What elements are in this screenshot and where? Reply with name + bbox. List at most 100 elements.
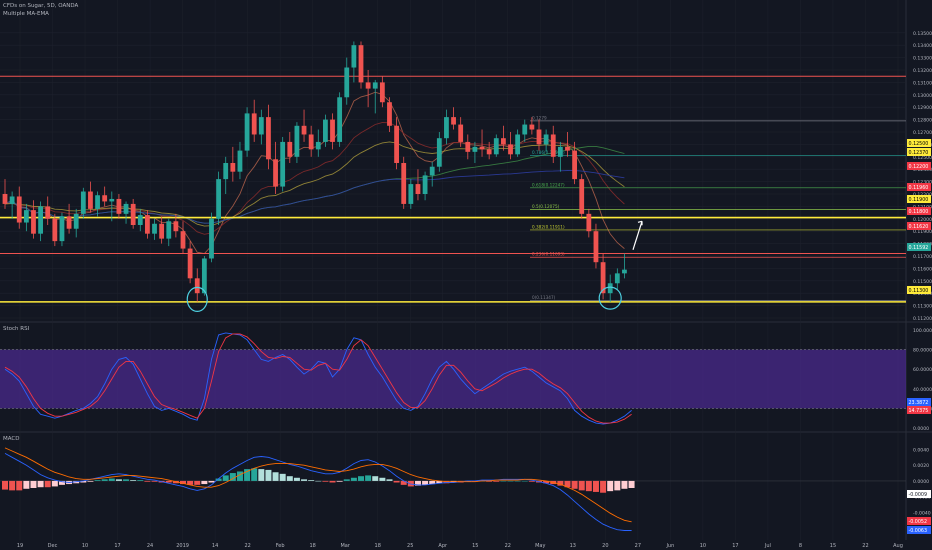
macd-histogram-bar: [101, 479, 108, 481]
price-tick-label: 0.11700: [913, 254, 932, 260]
macd-histogram-bar: [9, 480, 16, 491]
price-tick-label: 0.12800: [913, 118, 932, 124]
macd-histogram-bar: [543, 480, 550, 484]
candle-body: [379, 82, 385, 103]
macd-histogram-bar: [386, 479, 393, 481]
candle-body: [387, 102, 392, 126]
macd-histogram-bar: [585, 480, 592, 492]
candle-body: [66, 216, 72, 229]
macd-histogram-bar: [44, 480, 51, 488]
macd-histogram-bar: [108, 478, 115, 481]
candle-body: [444, 117, 449, 139]
price-label-box: [907, 148, 931, 156]
stoch-tick-label: 60.0000: [913, 367, 932, 373]
price-label-text: 0.12500: [909, 141, 929, 147]
macd-histogram-bar: [614, 480, 621, 491]
price-label-text: 0.11960: [909, 185, 929, 191]
candle-body: [80, 191, 86, 214]
candle-body: [308, 134, 314, 150]
price-label-text: 0.12200: [909, 164, 929, 170]
x-tick-label: 10: [700, 543, 706, 549]
price-tick-label: 0.11600: [913, 266, 932, 272]
fib-level-label: 0.382(0.11911): [532, 224, 565, 229]
x-tick-label: Jul: [764, 543, 771, 549]
candle-body: [536, 129, 542, 145]
candle-body: [436, 138, 442, 167]
macd-histogram-bar: [422, 480, 429, 485]
macd-histogram-bar: [144, 480, 151, 482]
x-tick-label: Dec: [48, 543, 58, 549]
macd-histogram-bar: [80, 480, 87, 483]
macd-histogram-bar: [600, 480, 607, 493]
x-tick-label: 17: [114, 543, 120, 549]
arrow-annotation: [632, 221, 643, 250]
candle-body: [451, 117, 456, 125]
macd-histogram-bar: [94, 480, 101, 481]
macd-histogram-bar: [329, 480, 336, 483]
price-label-text: 0.11800: [909, 209, 929, 215]
stoch-value-text: 14.7375: [909, 408, 929, 414]
macd-histogram-bar: [350, 477, 357, 481]
macd-histogram-bar: [308, 480, 315, 481]
candle-body: [116, 198, 122, 214]
macd-histogram-bar: [628, 480, 635, 488]
candle-body: [52, 218, 58, 242]
stoch-tick-label: 40.0000: [913, 387, 932, 393]
price-label-box: [907, 183, 931, 191]
macd-histogram-bar: [16, 480, 23, 491]
macd-histogram-bar: [322, 480, 329, 482]
candle-body: [16, 196, 22, 223]
price-label-text: 0.12370: [909, 150, 929, 156]
macd-histogram-bar: [365, 475, 372, 481]
macd-value-box: [907, 526, 931, 534]
price-tick-label: 0.11200: [913, 316, 932, 322]
price-tick-label: 0.12400: [913, 167, 932, 173]
macd-histogram-bar: [400, 480, 407, 485]
arrow-head: [637, 220, 643, 226]
price-tick-label: 0.11300: [913, 304, 932, 310]
macd-histogram-bar: [528, 480, 535, 482]
price-label-text: 0.11620: [909, 224, 929, 230]
price-tick-label: 0.12700: [913, 130, 932, 136]
candle-body: [572, 150, 577, 180]
candle-body: [258, 117, 264, 135]
candle-body: [508, 144, 513, 155]
price-label-text: 0.11900: [909, 197, 929, 203]
macd-histogram-bar: [258, 469, 265, 481]
candle-body: [486, 149, 492, 155]
macd-histogram-bar: [272, 472, 279, 481]
candle-body: [273, 159, 278, 187]
candle-body: [600, 262, 606, 294]
macd-histogram-bar: [343, 479, 350, 481]
macd-value-text: -0.0052: [909, 519, 928, 525]
candle-body: [330, 119, 335, 142]
candle-body: [315, 141, 321, 150]
candle-body: [401, 163, 407, 204]
candle-body: [579, 179, 585, 214]
macd-histogram-bar: [244, 469, 251, 481]
macd-value-text: -0.0009: [909, 492, 928, 498]
x-tick-label: 19: [17, 543, 23, 549]
macd-histogram-bar: [514, 480, 521, 482]
candle-body: [237, 150, 243, 172]
candle-body: [9, 196, 15, 204]
price-tick-label: 0.13000: [913, 93, 932, 99]
candle-body: [152, 223, 157, 234]
macd-histogram-bar: [165, 480, 172, 483]
price-tick-label: 0.11900: [913, 229, 932, 235]
candle-body: [88, 191, 93, 209]
macd-histogram-bar: [621, 480, 628, 489]
macd-histogram-bar: [578, 480, 585, 491]
x-tick-label: May: [535, 543, 545, 549]
macd-histogram-bar: [130, 480, 137, 481]
candle-body: [173, 221, 179, 232]
candle-body: [565, 146, 570, 151]
indicator-label: Multiple MA-EMA: [3, 11, 49, 17]
price-label-box: [907, 243, 931, 251]
stoch-series-line: [4, 332, 632, 425]
candle-body: [337, 97, 343, 142]
macd-histogram-bar: [37, 480, 44, 488]
stoch-label: Stoch RSI: [3, 326, 30, 332]
macd-histogram-bar: [286, 476, 293, 481]
